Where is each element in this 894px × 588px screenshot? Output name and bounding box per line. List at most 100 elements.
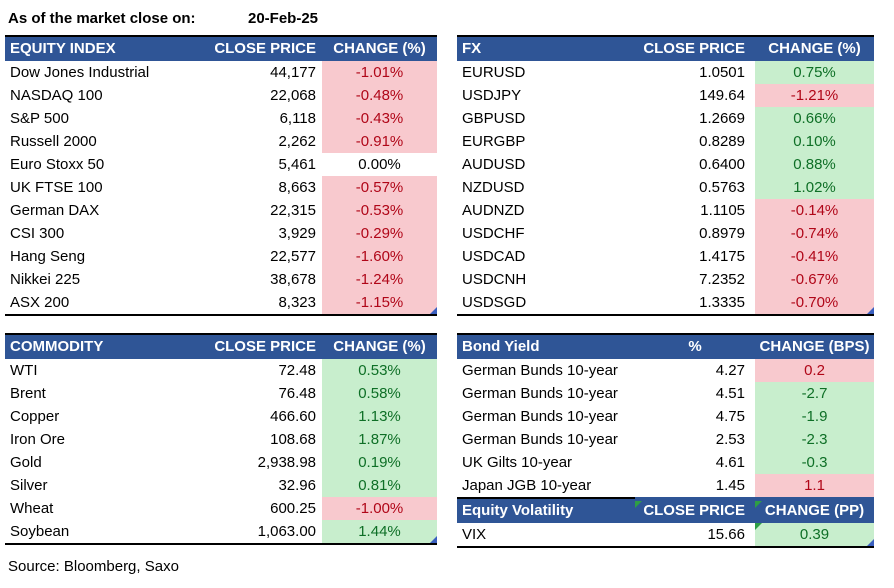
row-value: 38,678: [270, 271, 316, 288]
row-change: -2.3: [755, 428, 874, 451]
row-value: 1.0501: [699, 64, 745, 81]
change-pct-column-header: CHANGE (%): [333, 40, 426, 57]
row-label: EURGBP: [462, 133, 526, 150]
row-change: -0.14%: [755, 199, 874, 222]
cell-error-indicator-icon: [755, 523, 762, 530]
equity-table-header: EQUITY INDEX CLOSE PRICE CHANGE (%): [5, 37, 437, 61]
table-end-corner-icon: [867, 539, 874, 546]
row-change: 1.87%: [322, 428, 437, 451]
row-value: 4.61: [715, 454, 745, 471]
row-value: 149.64: [699, 87, 745, 104]
row-change: -0.48%: [322, 84, 437, 107]
row-change: -0.74%: [755, 222, 874, 245]
close-price-column-header: CLOSE PRICE: [214, 338, 316, 355]
row-label: GBPUSD: [462, 110, 526, 127]
bond-table-body: German Bunds 10-year 4.27 0.2 German Bunds …: [457, 359, 874, 497]
table-row: NASDAQ 100 22,068 -0.48%: [5, 84, 437, 107]
commodity-table-body: WTI 72.48 0.53% Brent 76.48 0.58% Copper 466.60…: [5, 359, 437, 543]
row-label: Iron Ore: [10, 431, 66, 448]
row-label: VIX: [462, 526, 487, 543]
table-end-corner-icon: [430, 307, 437, 314]
row-value: 2.53: [715, 431, 745, 448]
row-label: Silver: [10, 477, 48, 494]
row-change: -1.60%: [322, 245, 437, 268]
row-label: AUDUSD: [462, 156, 526, 173]
row-label: Hang Seng: [10, 248, 86, 265]
table-row: AUDNZD 1.1105 -0.14%: [457, 199, 874, 222]
row-value: 1.1105: [700, 202, 745, 219]
as-of-label: As of the market close on:: [8, 10, 196, 27]
row-value: 8,323: [278, 294, 316, 311]
change-pct-column-header: CHANGE (%): [333, 338, 426, 355]
table-row: S&P 500 6,118 -0.43%: [5, 107, 437, 130]
as-of-date: 20-Feb-25: [248, 10, 319, 27]
bond-yield-table: Bond Yield % CHANGE (BPS) German Bunds 1…: [457, 333, 874, 497]
volatility-table-body: VIX 15.66 0.39: [457, 523, 874, 546]
fx-table-title: FX: [462, 40, 482, 57]
row-change: 0.53%: [322, 359, 437, 382]
row-label: Japan JGB 10-year: [462, 477, 592, 494]
table-end-corner-icon: [867, 307, 874, 314]
row-value: 22,577: [270, 248, 316, 265]
table-row: Copper 466.60 1.13%: [5, 405, 437, 428]
row-label: German Bunds 10-year: [462, 362, 618, 379]
row-label: ASX 200: [10, 294, 70, 311]
fx-table: FX CLOSE PRICE CHANGE (%) EURUSD 1.0501 0.…: [457, 35, 874, 316]
row-value: 4.27: [715, 362, 745, 379]
row-label: Brent: [10, 385, 46, 402]
table-row: UK FTSE 100 8,663 -0.57%: [5, 176, 437, 199]
row-change: 0.19%: [322, 451, 437, 474]
row-change: -0.67%: [755, 268, 874, 291]
row-change: 0.10%: [755, 130, 874, 153]
table-row: German DAX 22,315 -0.53%: [5, 199, 437, 222]
row-value: 4.75: [715, 408, 745, 425]
table-row: Silver 32.96 0.81%: [5, 474, 437, 497]
row-label: S&P 500: [10, 110, 69, 127]
row-label: USDCNH: [462, 271, 527, 288]
table-row: Wheat 600.25 -1.00%: [5, 497, 437, 520]
row-label: Euro Stoxx 50: [10, 156, 105, 173]
row-value: 6,118: [279, 110, 316, 127]
row-label: AUDNZD: [462, 202, 525, 219]
table-row: Iron Ore 108.68 1.87%: [5, 428, 437, 451]
table-row: ASX 200 8,323 -1.15%: [5, 291, 437, 314]
row-label: USDJPY: [462, 87, 522, 104]
row-label: Dow Jones Industrial: [10, 64, 150, 81]
table-row: UK Gilts 10-year 4.61 -0.3: [457, 451, 874, 474]
row-change: 0.81%: [322, 474, 437, 497]
cell-error-indicator-icon: [635, 501, 642, 508]
row-value: 2,262: [278, 133, 316, 150]
table-row: GBPUSD 1.2669 0.66%: [457, 107, 874, 130]
table-row: German Bunds 10-year 2.53 -2.3: [457, 428, 874, 451]
table-row: VIX 15.66 0.39: [457, 523, 874, 546]
volatility-table-header: Equity Volatility CLOSE PRICE CHANGE (PP…: [457, 497, 874, 523]
row-change: 1.44%: [322, 520, 437, 543]
close-price-column-header: CLOSE PRICE: [635, 497, 755, 523]
row-value: 32.96: [278, 477, 316, 494]
row-change: -0.57%: [322, 176, 437, 199]
row-label: Soybean: [10, 523, 70, 540]
row-label: USDSGD: [462, 294, 527, 311]
table-row: USDCNH 7.2352 -0.67%: [457, 268, 874, 291]
bond-table-header: Bond Yield % CHANGE (BPS): [457, 335, 874, 359]
table-row: Soybean 1,063.00 1.44%: [5, 520, 437, 543]
row-label: USDCHF: [462, 225, 525, 242]
table-row: USDSGD 1.3335 -0.70%: [457, 291, 874, 314]
row-value: 4.51: [715, 385, 745, 402]
change-bps-column-header: CHANGE (BPS): [759, 338, 870, 355]
row-value: 600.25: [270, 500, 316, 517]
fx-table-header: FX CLOSE PRICE CHANGE (%): [457, 37, 874, 61]
row-change: -0.41%: [755, 245, 874, 268]
row-value: 15.66: [707, 526, 745, 543]
row-value: 0.5763: [699, 179, 745, 196]
row-change: 0.2: [755, 359, 874, 382]
equity-table-body: Dow Jones Industrial 44,177 -1.01% NASDAQ 1…: [5, 61, 437, 314]
row-label: German DAX: [10, 202, 100, 219]
row-change: -1.15%: [322, 291, 437, 314]
commodity-table-title: COMMODITY: [10, 338, 104, 355]
row-label: German Bunds 10-year: [462, 431, 618, 448]
row-value: 3,929: [278, 225, 316, 242]
row-change: 1.13%: [322, 405, 437, 428]
row-change: 1.1: [755, 474, 874, 497]
change-pct-column-header: CHANGE (%): [768, 40, 861, 57]
